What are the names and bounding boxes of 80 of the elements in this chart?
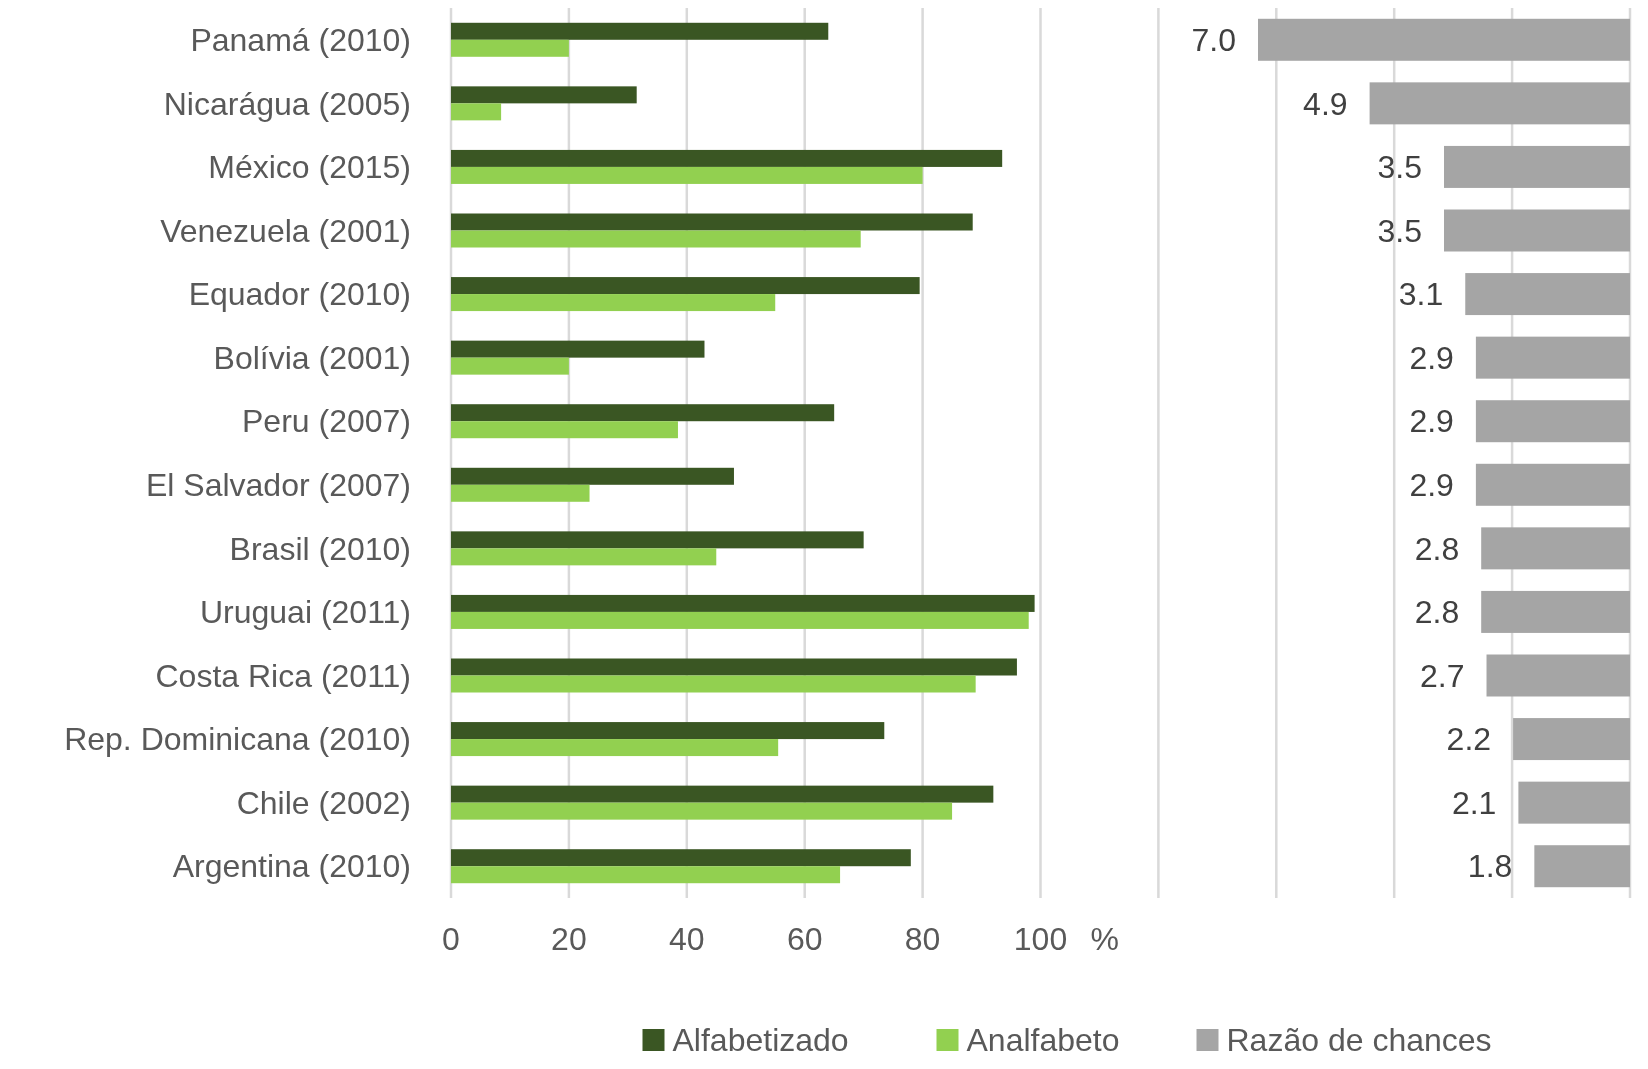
bar [451, 22, 829, 40]
bar [1518, 781, 1630, 824]
y-tick-label: Peru (2007) [242, 403, 411, 440]
data-label: 7.0 [1191, 21, 1236, 58]
data-label: 3.5 [1377, 149, 1422, 186]
bar [451, 675, 976, 693]
bar [451, 340, 705, 358]
bar [1513, 718, 1630, 761]
bar [451, 531, 864, 549]
x-tick-label: 80 [904, 921, 941, 957]
y-tick-label: Chile (2002) [236, 784, 411, 821]
bar [451, 166, 923, 184]
bar [451, 802, 953, 820]
bar [451, 213, 973, 231]
bar [1444, 145, 1630, 188]
bar [1475, 463, 1630, 506]
bar [451, 149, 1003, 167]
legend-label: Analfabeto [966, 1022, 1120, 1059]
bar [451, 548, 717, 566]
y-tick-label: El Salvador (2007) [145, 466, 411, 503]
y-tick-label: Nicarágua (2005) [163, 85, 411, 122]
data-label: 2.9 [1409, 339, 1454, 376]
bar [451, 277, 920, 295]
bar [1369, 82, 1630, 125]
legend-label: Alfabetizado [672, 1022, 849, 1059]
x-tick-label: 60 [786, 921, 823, 957]
x-tick-label: 0 [442, 921, 460, 957]
data-label: 2.2 [1446, 721, 1492, 758]
bar [1465, 273, 1630, 316]
y-tick-label: Brasil (2010) [229, 530, 411, 567]
bar [451, 594, 1035, 612]
bar [451, 357, 569, 375]
bar [1534, 845, 1630, 888]
bar [451, 230, 861, 248]
bar [451, 866, 841, 884]
data-label: 2.9 [1409, 403, 1454, 440]
y-tick-label: Bolívia (2001) [213, 339, 411, 376]
bar [451, 785, 994, 803]
x-tick-label: 40 [669, 921, 705, 957]
bar [451, 467, 734, 485]
data-label: 2.9 [1409, 466, 1454, 503]
bar [451, 739, 779, 757]
x-axis-title: % [1090, 921, 1119, 957]
y-tick-label: México (2015) [208, 149, 411, 186]
y-tick-label: Venezuela (2001) [160, 212, 411, 249]
data-label: 2.1 [1451, 784, 1497, 821]
bar [1486, 654, 1630, 697]
bar [451, 294, 776, 312]
bar [1475, 336, 1630, 379]
bar [1258, 18, 1630, 61]
bar [1475, 400, 1630, 443]
data-label: 1.8 [1467, 848, 1513, 885]
data-label: 2.8 [1414, 594, 1460, 631]
y-tick-label: Uruguai (2011) [199, 594, 411, 631]
data-label: 2.8 [1414, 530, 1460, 567]
bar [451, 103, 502, 121]
y-tick-label: Costa Rica (2011) [155, 657, 411, 694]
legend-label: Razão de chances [1226, 1022, 1492, 1059]
bar [451, 421, 678, 439]
x-tick-label: 20 [551, 921, 587, 957]
data-label: 3.5 [1377, 212, 1422, 249]
bar [451, 404, 835, 422]
data-label: 4.9 [1303, 85, 1348, 122]
bar [451, 484, 590, 502]
bar [451, 86, 637, 104]
bar [451, 658, 1017, 676]
y-tick-label: Equador (2010) [188, 276, 411, 313]
x-tick-label: 100 [1013, 921, 1068, 957]
bar [451, 849, 911, 867]
y-tick-label: Argentina (2010) [172, 848, 411, 885]
bar [451, 611, 1029, 629]
bar [451, 39, 569, 57]
bar [1481, 590, 1630, 633]
y-tick-label: Rep. Dominicana (2010) [64, 721, 411, 758]
bar [1444, 209, 1630, 252]
data-label: 3.1 [1398, 276, 1444, 313]
data-label: 2.7 [1420, 657, 1465, 694]
y-tick-label: Panamá (2010) [190, 21, 411, 58]
bar [451, 722, 885, 740]
bar [1481, 527, 1630, 570]
